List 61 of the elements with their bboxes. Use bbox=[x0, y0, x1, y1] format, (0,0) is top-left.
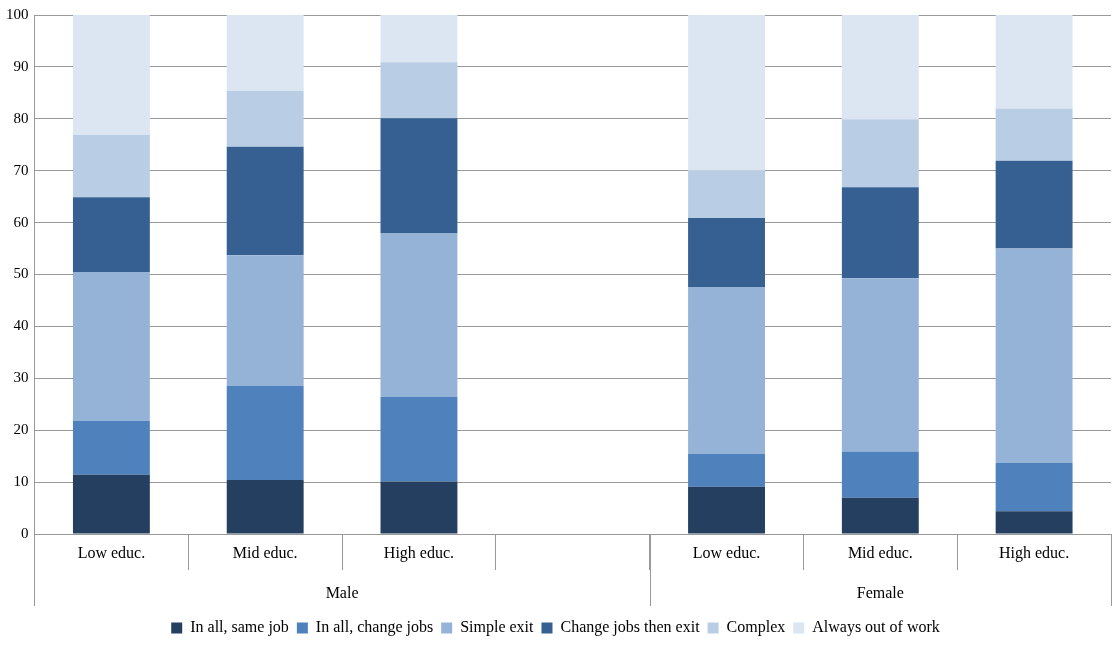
bar bbox=[226, 480, 304, 534]
y-tick-label: 80 bbox=[13, 109, 29, 126]
bar bbox=[995, 248, 1073, 463]
bar bbox=[688, 170, 765, 218]
bar bbox=[380, 233, 458, 397]
bar bbox=[688, 15, 765, 171]
bar bbox=[72, 271, 150, 421]
x-tick-label: Mid educ. bbox=[847, 543, 913, 561]
legend-label: Complex bbox=[726, 618, 786, 637]
bar bbox=[226, 386, 304, 481]
bar bbox=[995, 15, 1073, 109]
bar bbox=[380, 15, 458, 63]
bar bbox=[226, 255, 304, 387]
y-tick-label: 100 bbox=[6, 5, 29, 22]
bar bbox=[72, 134, 150, 198]
y-tick-label: 0 bbox=[21, 524, 29, 541]
bar bbox=[688, 454, 765, 487]
bar bbox=[841, 119, 919, 188]
y-tick-label: 50 bbox=[13, 265, 29, 282]
legend-label: Change jobs then exit bbox=[560, 618, 701, 637]
x-tick-label: High educ. bbox=[383, 543, 455, 562]
x-tick-label: Mid educ. bbox=[232, 543, 298, 561]
x-tick-label: Low educ. bbox=[692, 543, 761, 561]
bar bbox=[688, 217, 765, 287]
bar bbox=[380, 396, 458, 482]
bar bbox=[841, 278, 919, 452]
bar bbox=[226, 15, 304, 91]
bar bbox=[688, 286, 765, 455]
text: Female bbox=[856, 584, 904, 602]
y-tick-label: 30 bbox=[13, 369, 29, 386]
bar bbox=[226, 146, 304, 256]
bar bbox=[995, 462, 1073, 512]
bar bbox=[688, 486, 765, 534]
y-tick-label: 70 bbox=[13, 161, 29, 178]
y-tick-label: 20 bbox=[13, 421, 29, 438]
y-tick-label: 40 bbox=[13, 317, 29, 334]
y-tick-label: 60 bbox=[13, 213, 29, 230]
bar bbox=[72, 474, 150, 534]
bar bbox=[72, 420, 150, 475]
bar bbox=[995, 108, 1073, 161]
bar bbox=[72, 197, 150, 272]
bar bbox=[995, 511, 1073, 534]
text: Male bbox=[325, 584, 359, 602]
bar bbox=[380, 118, 458, 234]
bar bbox=[380, 481, 458, 534]
legend-label: Always out of work bbox=[812, 618, 940, 637]
legend-label: In all, change jobs bbox=[315, 618, 434, 637]
legend-label: In all, same job bbox=[190, 618, 289, 637]
bar bbox=[995, 160, 1073, 249]
bar bbox=[380, 62, 458, 119]
bar bbox=[226, 90, 304, 147]
bar bbox=[841, 451, 919, 498]
y-tick-label: 90 bbox=[13, 57, 29, 74]
x-tick-label: Low educ. bbox=[77, 543, 146, 561]
bar bbox=[72, 15, 150, 135]
legend-label: Simple exit bbox=[460, 618, 535, 637]
bar bbox=[841, 497, 919, 534]
y-tick-label: 10 bbox=[13, 473, 29, 490]
x-tick-label: High educ. bbox=[999, 543, 1070, 562]
bar bbox=[841, 15, 919, 120]
bar bbox=[841, 187, 919, 279]
